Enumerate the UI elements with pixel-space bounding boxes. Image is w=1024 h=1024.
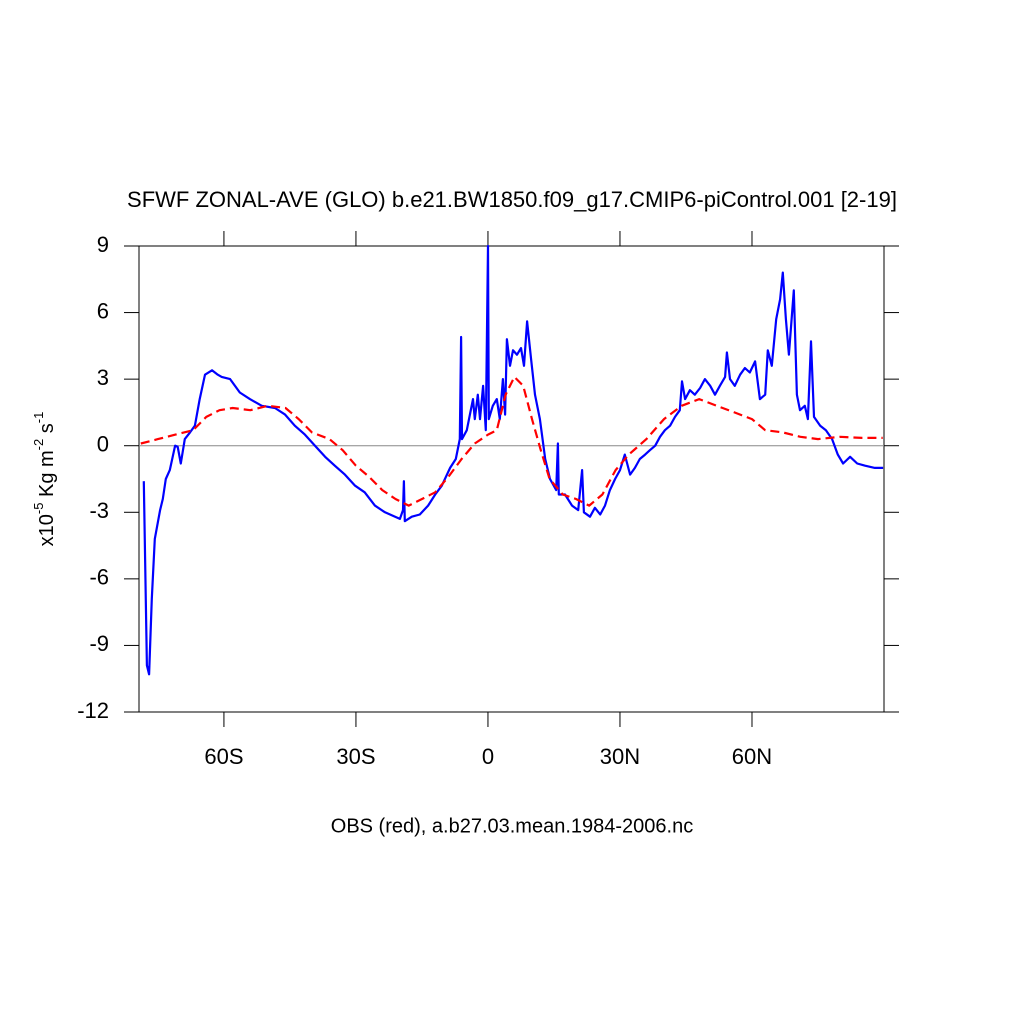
y-label-sup: -2 xyxy=(31,439,46,451)
x-tick-label: 60N xyxy=(732,744,772,769)
y-tick-label: 3 xyxy=(97,365,109,390)
y-tick-label: -12 xyxy=(77,698,109,723)
data-line xyxy=(142,244,884,676)
y-tick-label: 9 xyxy=(97,232,109,257)
y-label-part: x10 xyxy=(36,514,58,546)
x-axis-label: OBS (red), a.b27.03.mean.1984-2006.nc xyxy=(331,815,693,837)
data-line xyxy=(140,375,883,507)
y-label-sup: -5 xyxy=(31,503,46,515)
y-tick-label: -6 xyxy=(89,565,109,590)
y-tick-label: -3 xyxy=(89,498,109,523)
chart-title: SFWF ZONAL-AVE (GLO) b.e21.BW1850.f09_g1… xyxy=(127,187,897,212)
plot-frame xyxy=(138,245,885,713)
y-axis-label: x10-5 Kg m-2 s-1 xyxy=(31,412,58,547)
x-tick-label: 60S xyxy=(204,744,243,769)
y-label-sup: -1 xyxy=(31,412,46,424)
x-tick-label: 30N xyxy=(600,744,640,769)
x-tick-label: 30S xyxy=(336,744,375,769)
x-tick-label: 0 xyxy=(482,744,494,769)
y-label-part: Kg m xyxy=(36,450,58,502)
y-label-part: s xyxy=(36,423,58,439)
y-tick-label: 6 xyxy=(97,298,109,323)
y-tick-label: 0 xyxy=(97,432,109,457)
y-tick-label: -9 xyxy=(89,631,109,656)
